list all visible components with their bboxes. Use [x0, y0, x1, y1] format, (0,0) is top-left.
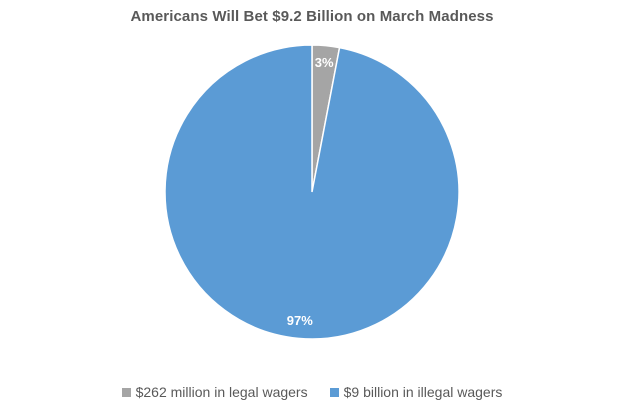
- legend-label-legal: $262 million in legal wagers: [135, 384, 308, 400]
- legend-swatch-illegal: [329, 387, 339, 397]
- chart-title: Americans Will Bet $9.2 Billion on March…: [130, 8, 494, 25]
- pie-chart: 3% 97%: [164, 44, 460, 340]
- chart-legend: $262 million in legal wagers $9 billion …: [0, 384, 624, 400]
- legend-item-legal: $262 million in legal wagers: [121, 384, 308, 400]
- legend-swatch-legal: [121, 387, 131, 397]
- pie-slice-illegal: [164, 44, 460, 340]
- legend-label-illegal: $9 billion in illegal wagers: [343, 384, 503, 400]
- pie-label-illegal: 97%: [287, 313, 313, 328]
- pie-label-legal: 3%: [315, 55, 334, 70]
- legend-item-illegal: $9 billion in illegal wagers: [329, 384, 503, 400]
